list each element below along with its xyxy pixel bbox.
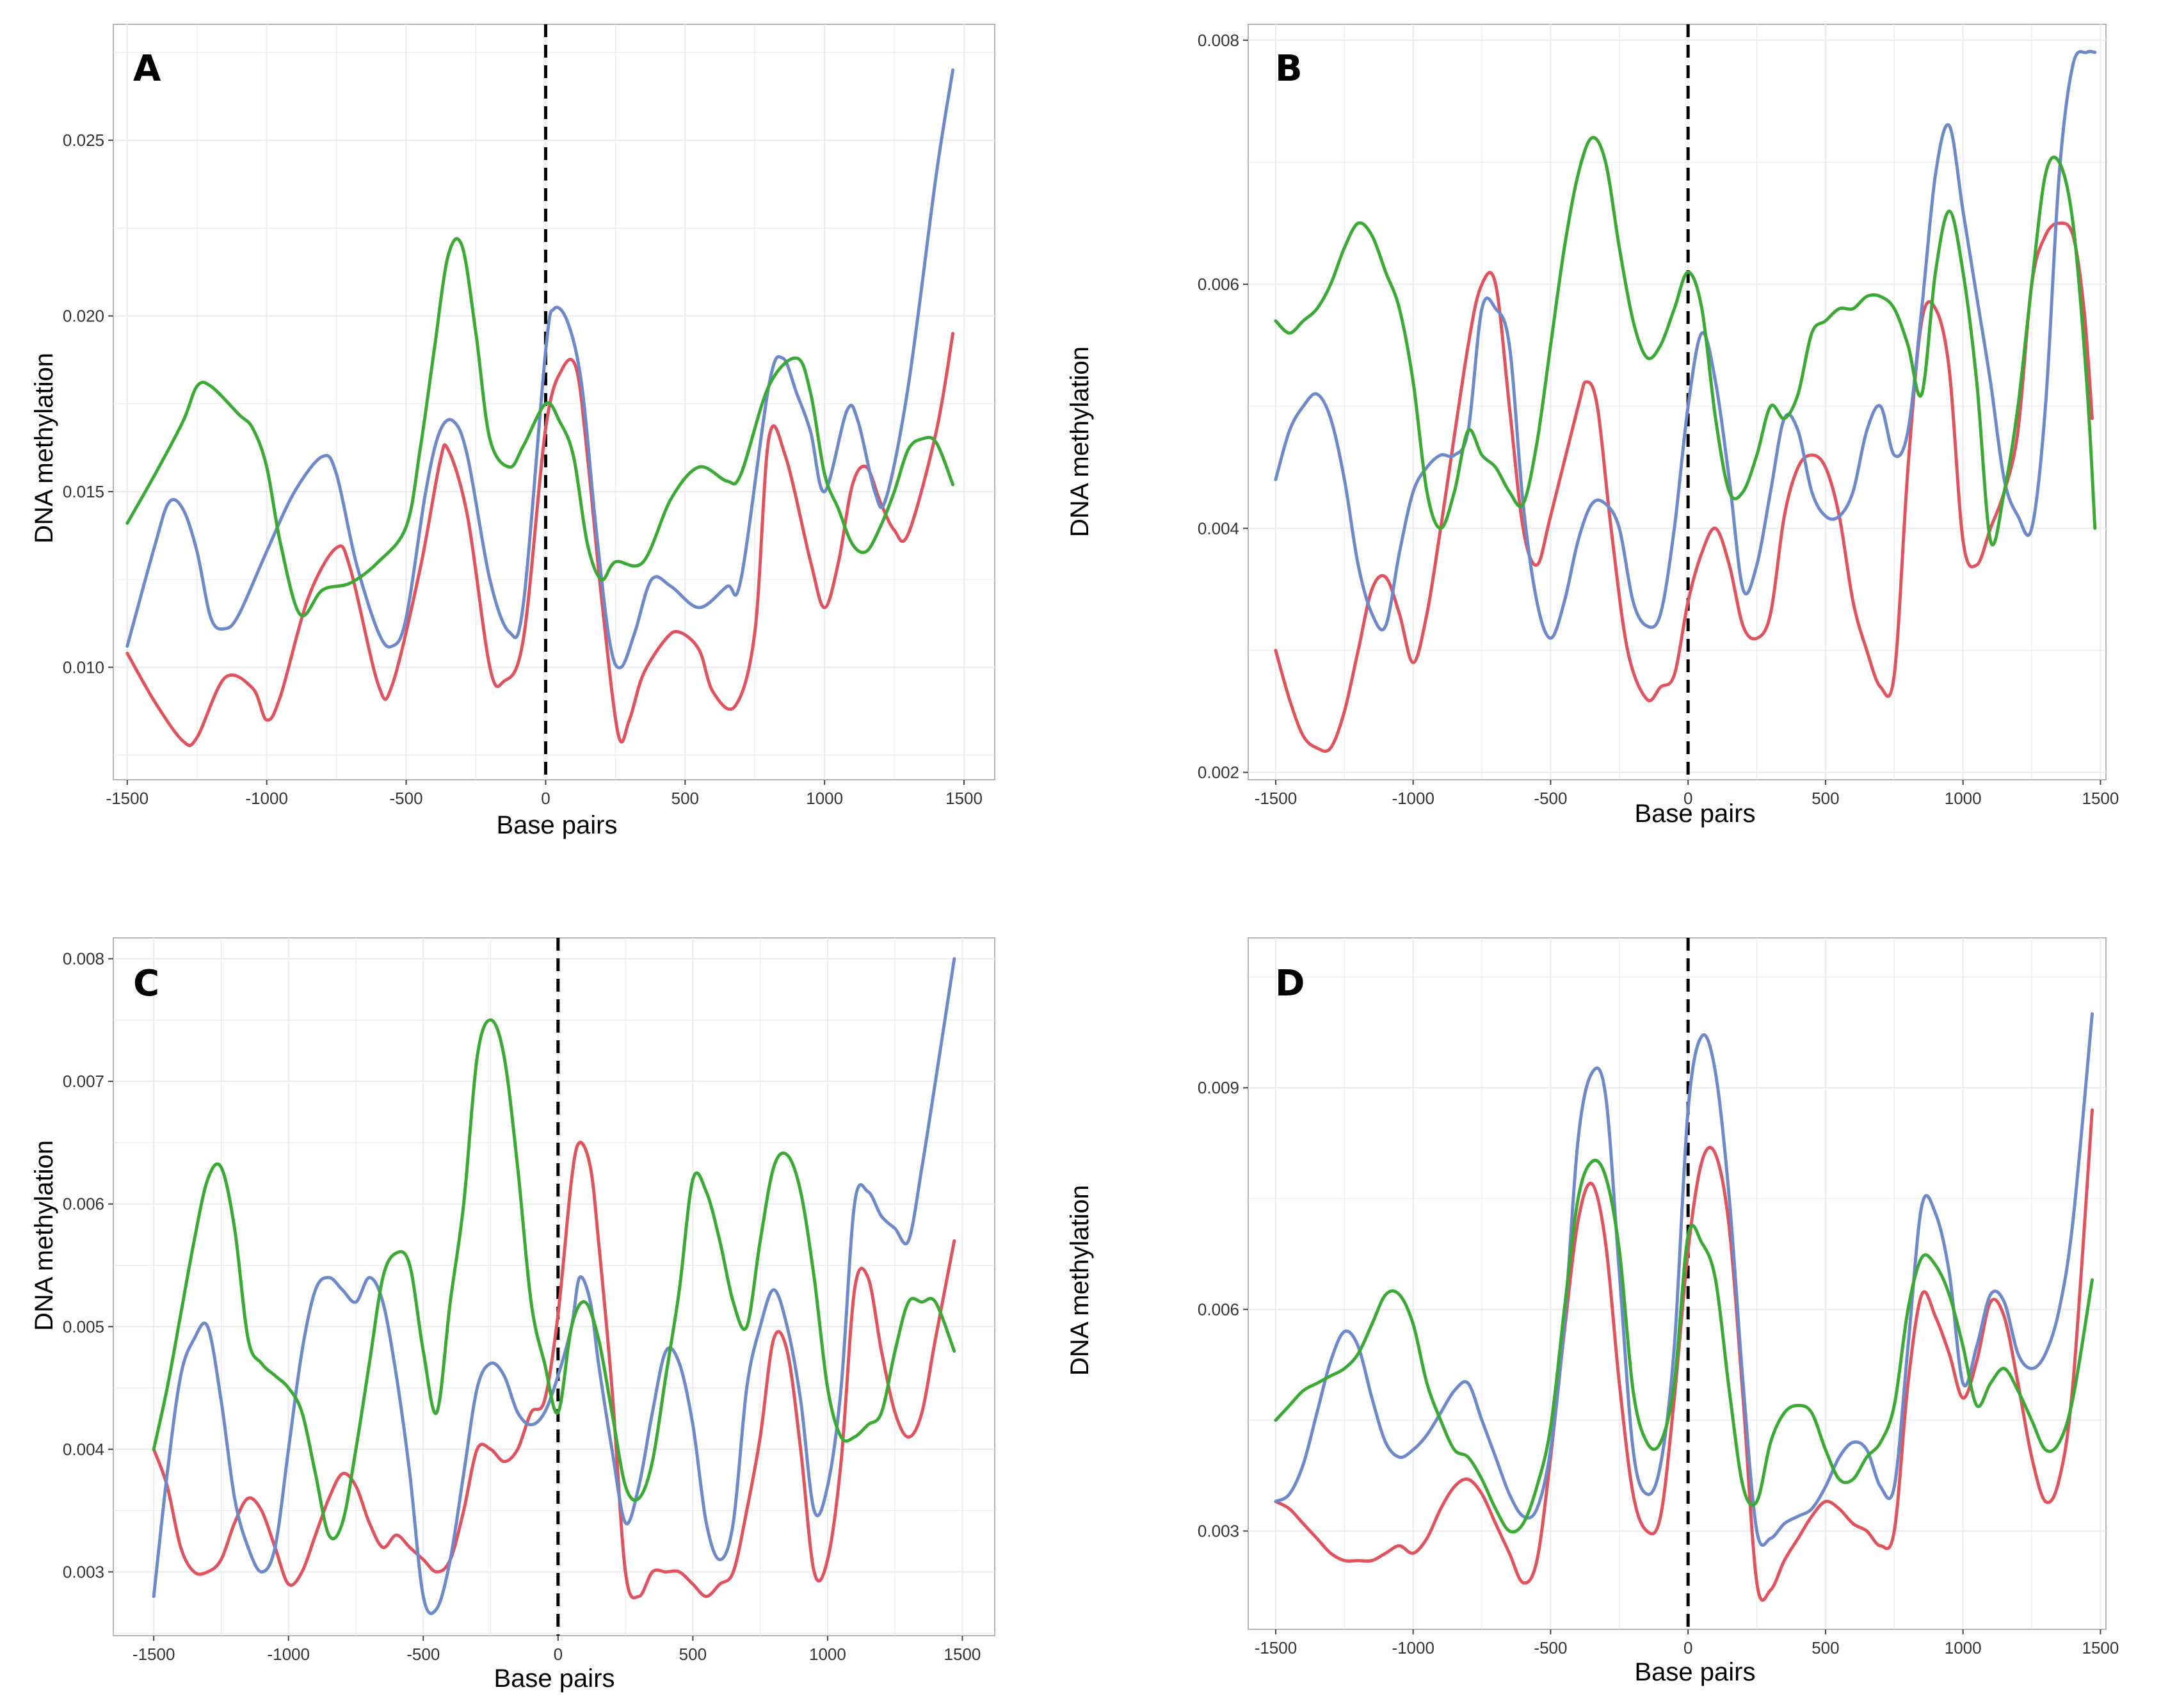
panel-d: -1500 -1000 -500 0 500 1000 1500 0.003 0.006 0.00… bbox=[1066, 937, 2119, 1686]
x-tick-label: 1000 bbox=[809, 1645, 846, 1664]
panel-d-series-green bbox=[1274, 1159, 2094, 1534]
x-tick-label: 1500 bbox=[2082, 789, 2119, 808]
panel-c-xlabel: Base pairs bbox=[494, 1664, 615, 1693]
panel-c-series bbox=[152, 957, 956, 1615]
y-tick-label: 0.010 bbox=[63, 657, 104, 677]
panel-b-letter: B bbox=[1275, 48, 1303, 90]
y-tick-label: 0.015 bbox=[63, 482, 104, 501]
y-tick-label: 0.002 bbox=[1198, 763, 1239, 782]
panel-a-ylabel: DNA methylation bbox=[30, 353, 58, 544]
y-tick-label: 0.025 bbox=[63, 131, 104, 150]
x-tick-label: 1500 bbox=[944, 1645, 981, 1664]
panel-b-series-red bbox=[1274, 222, 2094, 753]
x-tick-label: -1500 bbox=[1255, 789, 1297, 808]
x-tick-label: -1000 bbox=[1392, 1638, 1434, 1657]
x-tick-label: 1500 bbox=[2082, 1638, 2119, 1657]
y-tick-label: 0.008 bbox=[63, 949, 104, 969]
panel-d-letter: D bbox=[1275, 963, 1305, 1004]
panel-c-plot-area bbox=[113, 937, 995, 1636]
x-tick-label: -1500 bbox=[106, 789, 149, 808]
panel-c: -1500 -1000 -500 0 500 1000 1500 0.003 0.004 0.00… bbox=[30, 937, 995, 1693]
panel-d-series-red bbox=[1274, 1108, 2094, 1602]
panel-b-xlabel: Base pairs bbox=[1635, 800, 1756, 828]
panel-a-series bbox=[125, 68, 955, 747]
panel-c-ylabel: DNA methylation bbox=[30, 1140, 58, 1331]
panel-a-series-green bbox=[125, 237, 955, 618]
y-tick-label: 0.009 bbox=[1198, 1078, 1239, 1097]
panel-b: -1500 -1000 -500 0 500 1000 1500 0.002 0.004 0.00… bbox=[1066, 24, 2119, 828]
x-tick-label: -1500 bbox=[133, 1645, 175, 1664]
panel-a-series-red bbox=[125, 332, 955, 747]
panel-a-xlabel: Base pairs bbox=[497, 811, 618, 839]
y-tick-label: 0.006 bbox=[63, 1195, 104, 1214]
panel-b-ticks: -1500 -1000 -500 0 500 1000 1500 0.002 0.004 0.00… bbox=[1198, 31, 2119, 808]
x-tick-label: -500 bbox=[390, 789, 423, 808]
x-tick-label: 0 bbox=[1683, 789, 1692, 808]
panel-d-series bbox=[1274, 1012, 2094, 1602]
x-tick-label: 1000 bbox=[1945, 789, 1982, 808]
panel-d-xlabel: Base pairs bbox=[1635, 1658, 1756, 1686]
x-tick-label: -500 bbox=[1534, 1638, 1567, 1657]
y-tick-label: 0.006 bbox=[1198, 1300, 1239, 1319]
panel-d-ticks: -1500 -1000 -500 0 500 1000 1500 0.003 0.006 0.00… bbox=[1198, 1078, 2119, 1657]
panel-c-series-green bbox=[152, 1018, 956, 1540]
x-tick-label: -1000 bbox=[1392, 789, 1434, 808]
x-tick-label: 1000 bbox=[1945, 1638, 1982, 1657]
x-tick-label: -500 bbox=[1534, 789, 1567, 808]
y-tick-label: 0.005 bbox=[63, 1317, 104, 1336]
y-tick-label: 0.007 bbox=[63, 1072, 104, 1091]
y-tick-label: 0.020 bbox=[63, 307, 104, 326]
panel-b-series bbox=[1274, 49, 2097, 753]
panel-a-series-blue bbox=[125, 68, 955, 670]
panel-c-series-red bbox=[152, 1141, 956, 1600]
x-tick-label: 1500 bbox=[945, 789, 983, 808]
x-tick-label: -1000 bbox=[245, 789, 288, 808]
panel-b-ylabel: DNA methylation bbox=[1066, 346, 1094, 537]
x-tick-label: 0 bbox=[554, 1645, 563, 1664]
x-tick-label: -1000 bbox=[267, 1645, 310, 1664]
x-tick-label: 1000 bbox=[806, 789, 843, 808]
y-tick-label: 0.006 bbox=[1198, 275, 1239, 294]
panel-a: -1500 -1000 -500 0 500 1000 1500 0.010 0.015 0.02… bbox=[30, 24, 995, 839]
panel-a-ticks: -1500 -1000 -500 0 500 1000 1500 0.010 0.015 0.02… bbox=[63, 131, 983, 808]
panel-c-ticks: -1500 -1000 -500 0 500 1000 1500 0.003 0.004 0.00… bbox=[63, 949, 981, 1664]
x-tick-label: 500 bbox=[1812, 789, 1839, 808]
panel-d-ylabel: DNA methylation bbox=[1066, 1185, 1094, 1376]
y-tick-label: 0.004 bbox=[63, 1440, 104, 1459]
x-tick-label: -500 bbox=[406, 1645, 440, 1664]
panel-a-letter: A bbox=[133, 48, 161, 90]
panel-c-letter: C bbox=[133, 963, 159, 1004]
x-tick-label: 500 bbox=[679, 1645, 707, 1664]
panel-b-series-green bbox=[1274, 136, 2097, 547]
x-tick-label: 500 bbox=[1812, 1638, 1839, 1657]
y-tick-label: 0.003 bbox=[1198, 1522, 1239, 1541]
panel-a-plot-area bbox=[113, 24, 995, 780]
y-tick-label: 0.004 bbox=[1198, 519, 1239, 538]
y-tick-label: 0.008 bbox=[1198, 31, 1239, 50]
y-tick-label: 0.003 bbox=[63, 1562, 104, 1581]
x-tick-label: 0 bbox=[541, 789, 550, 808]
x-tick-label: 500 bbox=[671, 789, 699, 808]
x-tick-label: -1500 bbox=[1255, 1638, 1297, 1657]
x-tick-label: 0 bbox=[1683, 1638, 1692, 1657]
